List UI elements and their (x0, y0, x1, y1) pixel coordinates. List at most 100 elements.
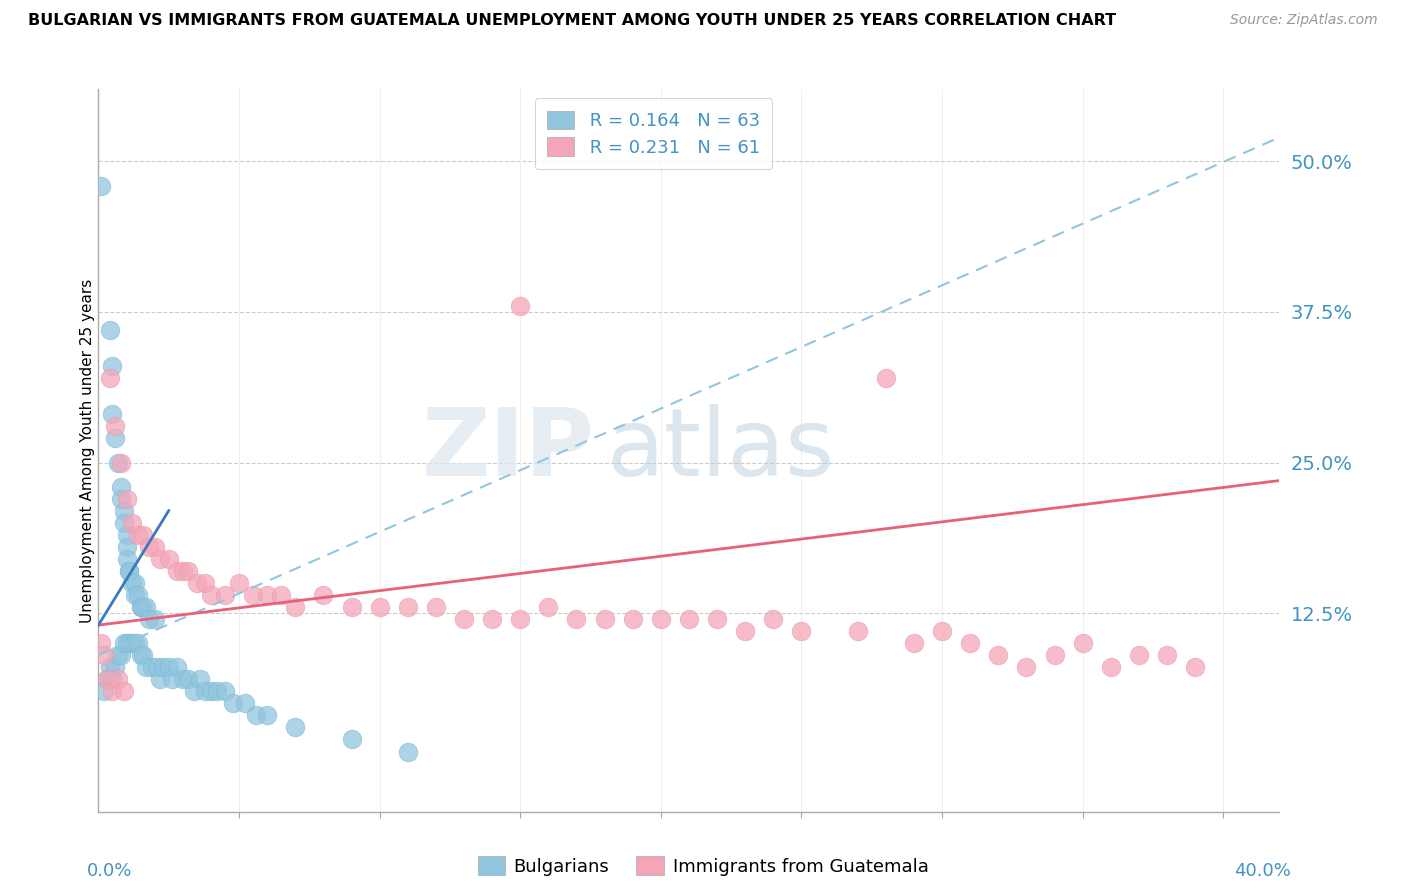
Point (96, 673, 118, 687)
Point (135, 660, 157, 674)
Point (284, 721, 307, 735)
Point (121, 516, 143, 530)
Point (1128, 648, 1150, 662)
Point (112, 503, 135, 517)
Point (931, 624, 953, 639)
Point (146, 660, 169, 674)
Point (734, 624, 756, 639)
Point (121, 576, 143, 591)
Y-axis label: Unemployment Among Youth under 25 years: Unemployment Among Youth under 25 years (80, 278, 94, 623)
Point (509, 612, 531, 626)
Point (98, 660, 121, 674)
Point (453, 612, 475, 626)
Point (127, 588, 149, 602)
Point (115, 491, 138, 506)
Point (115, 636, 138, 650)
Point (1156, 648, 1178, 662)
Point (110, 480, 132, 494)
Point (233, 696, 256, 710)
Point (194, 684, 217, 698)
Point (200, 588, 222, 602)
Point (90, 636, 112, 650)
Point (93, 648, 115, 662)
Point (96, 673, 118, 687)
Point (875, 371, 897, 385)
Point (1015, 660, 1038, 674)
Point (112, 684, 135, 698)
Point (152, 660, 174, 674)
Point (678, 612, 700, 626)
Text: BULGARIAN VS IMMIGRANTS FROM GUATEMALA UNEMPLOYMENT AMONG YOUTH UNDER 25 YEARS C: BULGARIAN VS IMMIGRANTS FROM GUATEMALA U… (28, 13, 1116, 29)
Point (987, 648, 1010, 662)
Point (256, 588, 278, 602)
Point (188, 673, 211, 687)
Legend:  R = 0.164   N = 63,  R = 0.231   N = 61: R = 0.164 N = 63, R = 0.231 N = 61 (534, 98, 772, 169)
Point (104, 432, 127, 446)
Point (107, 648, 129, 662)
Point (104, 419, 127, 434)
Point (118, 564, 141, 578)
Text: atlas: atlas (606, 404, 835, 497)
Point (245, 708, 267, 723)
Point (706, 612, 728, 626)
Point (138, 612, 160, 626)
Point (509, 299, 531, 313)
Point (127, 528, 149, 542)
Point (481, 612, 503, 626)
Point (166, 564, 188, 578)
Point (104, 660, 127, 674)
Point (107, 455, 129, 469)
Point (115, 551, 138, 566)
Point (149, 673, 172, 687)
Point (1099, 660, 1122, 674)
Point (101, 407, 124, 422)
Point (110, 648, 132, 662)
Point (143, 612, 166, 626)
Point (157, 660, 180, 674)
Point (205, 684, 228, 698)
Point (143, 540, 166, 554)
Point (115, 528, 138, 542)
Point (90, 178, 112, 193)
Point (284, 599, 307, 614)
Point (565, 612, 588, 626)
Point (396, 599, 419, 614)
Point (124, 588, 146, 602)
Point (846, 624, 869, 639)
Point (762, 612, 785, 626)
Point (101, 673, 124, 687)
Point (115, 540, 138, 554)
Point (101, 684, 124, 698)
Point (129, 599, 152, 614)
Point (593, 612, 616, 626)
Text: ZIP: ZIP (422, 404, 595, 497)
Text: 40.0%: 40.0% (1234, 863, 1291, 880)
Text: Source: ZipAtlas.com: Source: ZipAtlas.com (1230, 13, 1378, 28)
Point (124, 576, 146, 591)
Point (129, 599, 152, 614)
Point (186, 576, 208, 591)
Point (183, 684, 205, 698)
Point (98, 371, 121, 385)
Point (368, 599, 391, 614)
Point (132, 599, 155, 614)
Text: 0.0%: 0.0% (87, 863, 132, 880)
Point (110, 491, 132, 506)
Point (177, 564, 200, 578)
Point (121, 636, 143, 650)
Point (214, 684, 236, 698)
Point (222, 696, 245, 710)
Point (1184, 660, 1206, 674)
Point (149, 551, 172, 566)
Point (118, 636, 141, 650)
Point (256, 708, 278, 723)
Point (129, 648, 152, 662)
Point (135, 599, 157, 614)
Legend: Bulgarians, Immigrants from Guatemala: Bulgarians, Immigrants from Guatemala (471, 849, 935, 883)
Point (172, 673, 194, 687)
Point (214, 588, 236, 602)
Point (621, 612, 644, 626)
Point (127, 636, 149, 650)
Point (98, 323, 121, 337)
Point (112, 516, 135, 530)
